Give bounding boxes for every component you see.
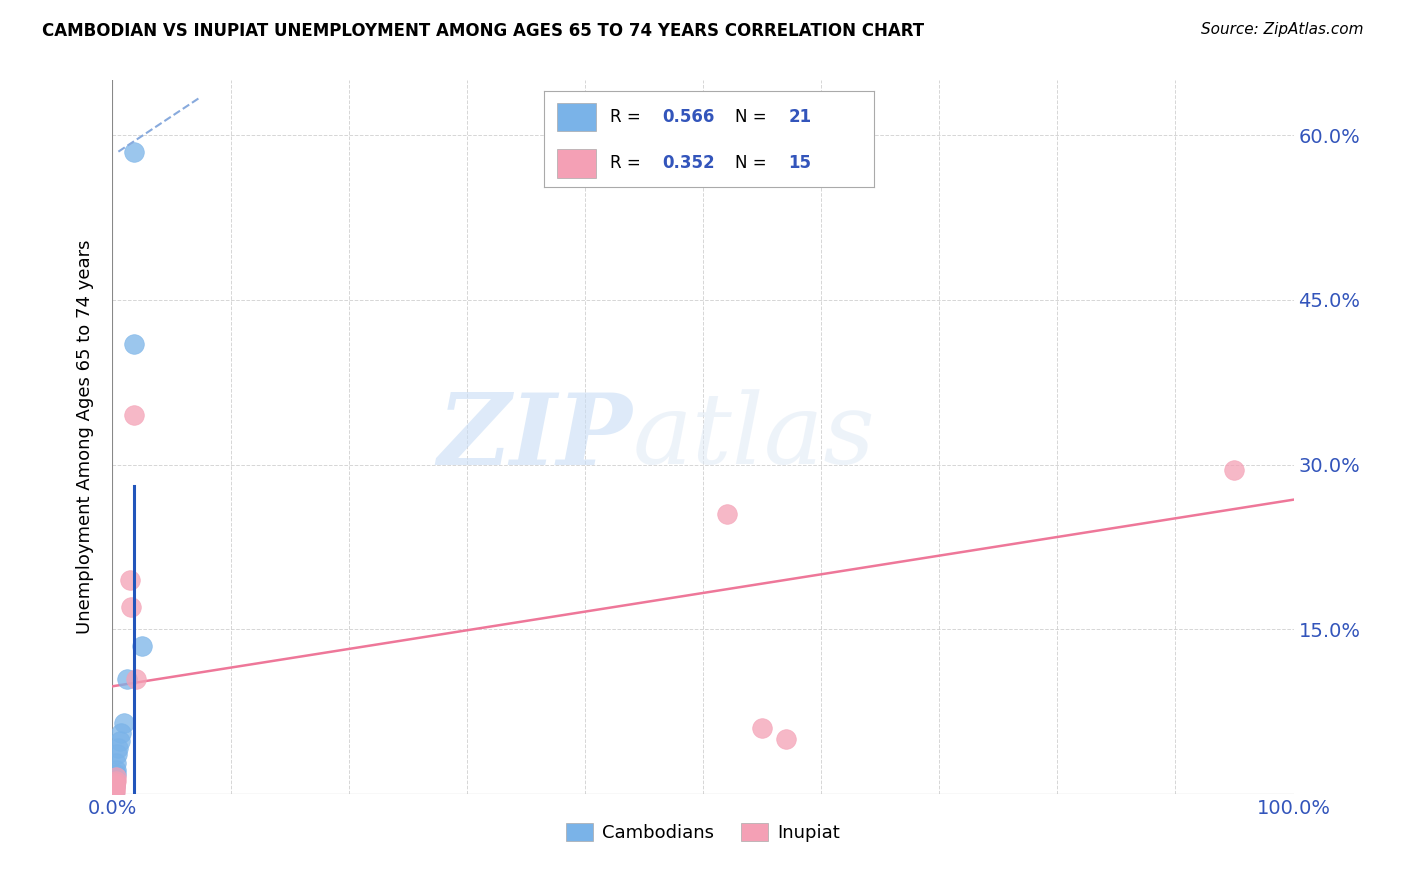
Point — [107, 740, 129, 755]
Point — [104, 782, 127, 797]
Point — [751, 721, 773, 735]
Point — [110, 726, 132, 740]
Y-axis label: Unemployment Among Ages 65 to 74 years: Unemployment Among Ages 65 to 74 years — [76, 240, 94, 634]
Point — [716, 507, 738, 521]
Point — [122, 145, 145, 159]
Point — [122, 336, 145, 351]
Point — [103, 781, 125, 796]
Point — [104, 780, 127, 795]
Point — [105, 771, 128, 785]
Point — [105, 747, 128, 762]
Point — [103, 780, 125, 795]
Point — [105, 756, 128, 771]
Text: Source: ZipAtlas.com: Source: ZipAtlas.com — [1201, 22, 1364, 37]
Point — [104, 776, 127, 790]
Text: ZIP: ZIP — [437, 389, 633, 485]
Point — [131, 639, 153, 653]
Point — [103, 783, 125, 797]
Point — [1223, 463, 1246, 477]
Point — [104, 779, 127, 793]
Point — [105, 763, 128, 777]
Point — [108, 734, 131, 748]
Point — [775, 731, 797, 746]
Point — [103, 785, 125, 799]
Point — [104, 777, 127, 791]
Point — [115, 672, 138, 686]
Point — [104, 778, 127, 792]
Point — [104, 785, 127, 799]
Point — [125, 672, 148, 686]
Point — [120, 600, 142, 615]
Text: atlas: atlas — [633, 390, 875, 484]
Point — [122, 408, 145, 422]
Point — [105, 773, 128, 788]
Point — [105, 767, 128, 781]
Text: CAMBODIAN VS INUPIAT UNEMPLOYMENT AMONG AGES 65 TO 74 YEARS CORRELATION CHART: CAMBODIAN VS INUPIAT UNEMPLOYMENT AMONG … — [42, 22, 924, 40]
Point — [103, 782, 125, 797]
Legend: Cambodians, Inupiat: Cambodians, Inupiat — [558, 815, 848, 849]
Point — [120, 573, 142, 587]
Point — [103, 786, 125, 800]
Point — [104, 772, 127, 787]
Point — [112, 715, 135, 730]
